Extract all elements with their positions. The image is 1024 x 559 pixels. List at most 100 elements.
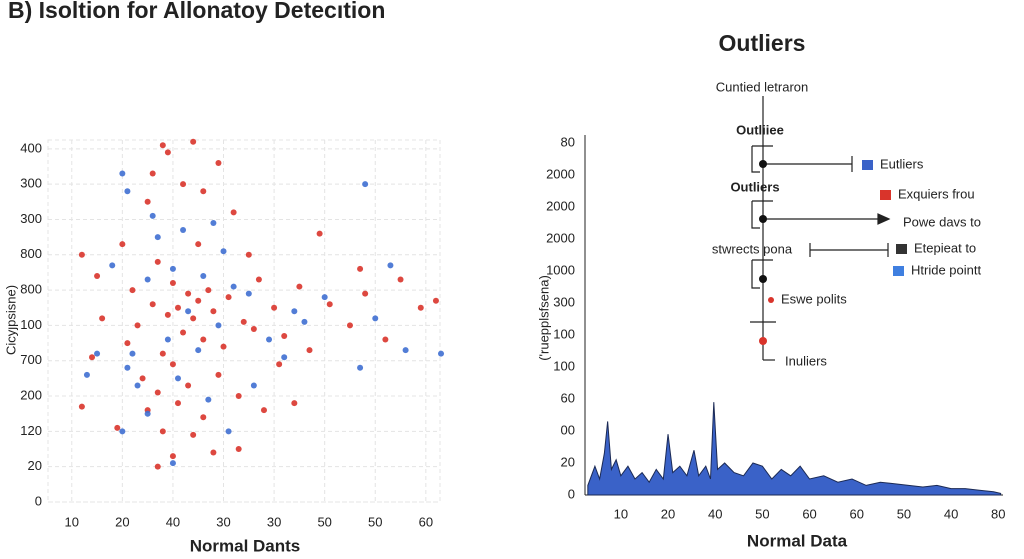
y-tick-label: 400 bbox=[20, 140, 42, 155]
annotation: Eswe polits bbox=[781, 291, 847, 306]
scatter-point bbox=[291, 308, 298, 315]
y-tick-label: 800 bbox=[20, 246, 42, 261]
scatter-point bbox=[94, 272, 101, 279]
x-tick-label: 30 bbox=[216, 514, 230, 529]
x-tick-label: 50 bbox=[755, 506, 769, 521]
scatter-point bbox=[154, 234, 161, 241]
y-tick-label: 700 bbox=[20, 352, 42, 367]
scatter-point bbox=[195, 297, 202, 304]
x-tick-label: 30 bbox=[267, 514, 281, 529]
scatter-point bbox=[225, 428, 232, 435]
scatter-point bbox=[144, 410, 151, 417]
annotation: Inuliers bbox=[785, 353, 827, 368]
annotation: Powe davs to bbox=[903, 214, 981, 229]
x-axis-title: Normal Dants bbox=[190, 536, 301, 555]
scatter-point bbox=[129, 350, 136, 357]
scatter-point bbox=[159, 350, 166, 357]
x-tick-label: 60 bbox=[419, 514, 433, 529]
scatter-point bbox=[266, 336, 273, 343]
scatter-point bbox=[78, 403, 85, 410]
scatter-point bbox=[83, 371, 90, 378]
y-tick-label: 2000 bbox=[546, 230, 575, 245]
scatter-point bbox=[169, 361, 176, 368]
scatter-point bbox=[195, 241, 202, 248]
scatter-point bbox=[245, 290, 252, 297]
scatter-point bbox=[210, 449, 217, 456]
y-tick-label: 00 bbox=[561, 422, 575, 437]
legend-swatch bbox=[893, 266, 904, 276]
scatter-point bbox=[438, 350, 445, 357]
scatter-point bbox=[169, 460, 176, 467]
scatter-point bbox=[174, 400, 181, 407]
x-tick-label: 80 bbox=[991, 506, 1005, 521]
x-tick-label: 50 bbox=[368, 514, 382, 529]
scatter-point bbox=[235, 393, 242, 400]
scatter-point bbox=[94, 350, 101, 357]
y-tick-label: 0 bbox=[35, 493, 42, 508]
scatter-point bbox=[185, 382, 192, 389]
scatter-point bbox=[174, 304, 181, 311]
scatter-point bbox=[159, 428, 166, 435]
scatter-point bbox=[119, 241, 126, 248]
annotation: Outliers bbox=[730, 179, 779, 194]
y-tick-label: 300 bbox=[553, 294, 575, 309]
y-tick-label: 100 bbox=[553, 358, 575, 373]
scatter-point bbox=[99, 315, 106, 322]
scatter-point bbox=[402, 347, 409, 354]
y-tick-label: 60 bbox=[561, 390, 575, 405]
y-tick-label: 100 bbox=[553, 326, 575, 341]
scatter-point bbox=[291, 400, 298, 407]
plot-frame bbox=[47, 139, 441, 503]
scatter-point bbox=[190, 138, 197, 145]
scatter-point bbox=[169, 280, 176, 287]
scatter-point bbox=[271, 304, 278, 311]
x-tick-label: 10 bbox=[65, 514, 79, 529]
scatter-point bbox=[190, 431, 197, 438]
legend-swatch bbox=[862, 160, 873, 170]
scatter-point bbox=[306, 347, 313, 354]
scatter-point bbox=[185, 290, 192, 297]
scatter-point bbox=[164, 336, 171, 343]
scatter-point bbox=[362, 290, 369, 297]
scatter-point bbox=[129, 287, 136, 294]
scatter-point bbox=[205, 287, 212, 294]
scatter-point bbox=[159, 142, 166, 149]
scatter-point bbox=[250, 382, 257, 389]
scatter-point bbox=[180, 329, 187, 336]
chart-title: B) Isoltion for Allonatoy Detecıtion bbox=[8, 0, 385, 23]
scatter-point bbox=[185, 308, 192, 315]
legend-swatch bbox=[880, 190, 891, 200]
x-tick-label: 20 bbox=[661, 506, 675, 521]
y-tick-label: 2000 bbox=[546, 198, 575, 213]
scatter-point bbox=[119, 428, 126, 435]
scatter-point bbox=[382, 336, 389, 343]
x-tick-label: 50 bbox=[317, 514, 331, 529]
scatter-point bbox=[144, 198, 151, 205]
x-axis-title: Normal Data bbox=[747, 531, 848, 550]
y-tick-label: 0 bbox=[568, 486, 575, 501]
scatter-point bbox=[397, 276, 404, 283]
scatter-point bbox=[205, 396, 212, 403]
legend-label: Htride pointt bbox=[911, 262, 981, 277]
scatter-point bbox=[195, 347, 202, 354]
scatter-point bbox=[230, 209, 237, 216]
scatter-point bbox=[225, 294, 232, 301]
scatter-point bbox=[372, 315, 379, 322]
scatter-point bbox=[321, 294, 328, 301]
scatter-point bbox=[417, 304, 424, 311]
y-tick-label: 2000 bbox=[546, 166, 575, 181]
y-tick-label: 300 bbox=[20, 176, 42, 191]
scatter-point bbox=[180, 181, 187, 188]
scatter-point bbox=[164, 311, 171, 318]
legend-label: Exquiers frou bbox=[898, 186, 975, 201]
scatter-point bbox=[154, 389, 161, 396]
scatter-point bbox=[180, 227, 187, 234]
scatter-point bbox=[89, 354, 96, 361]
scatter-point bbox=[109, 262, 116, 269]
x-tick-label: 60 bbox=[802, 506, 816, 521]
scatter-point bbox=[149, 170, 156, 177]
y-tick-label: 800 bbox=[20, 282, 42, 297]
annotation: Cuntied letraron bbox=[716, 79, 809, 94]
diagram-dots bbox=[759, 160, 774, 345]
